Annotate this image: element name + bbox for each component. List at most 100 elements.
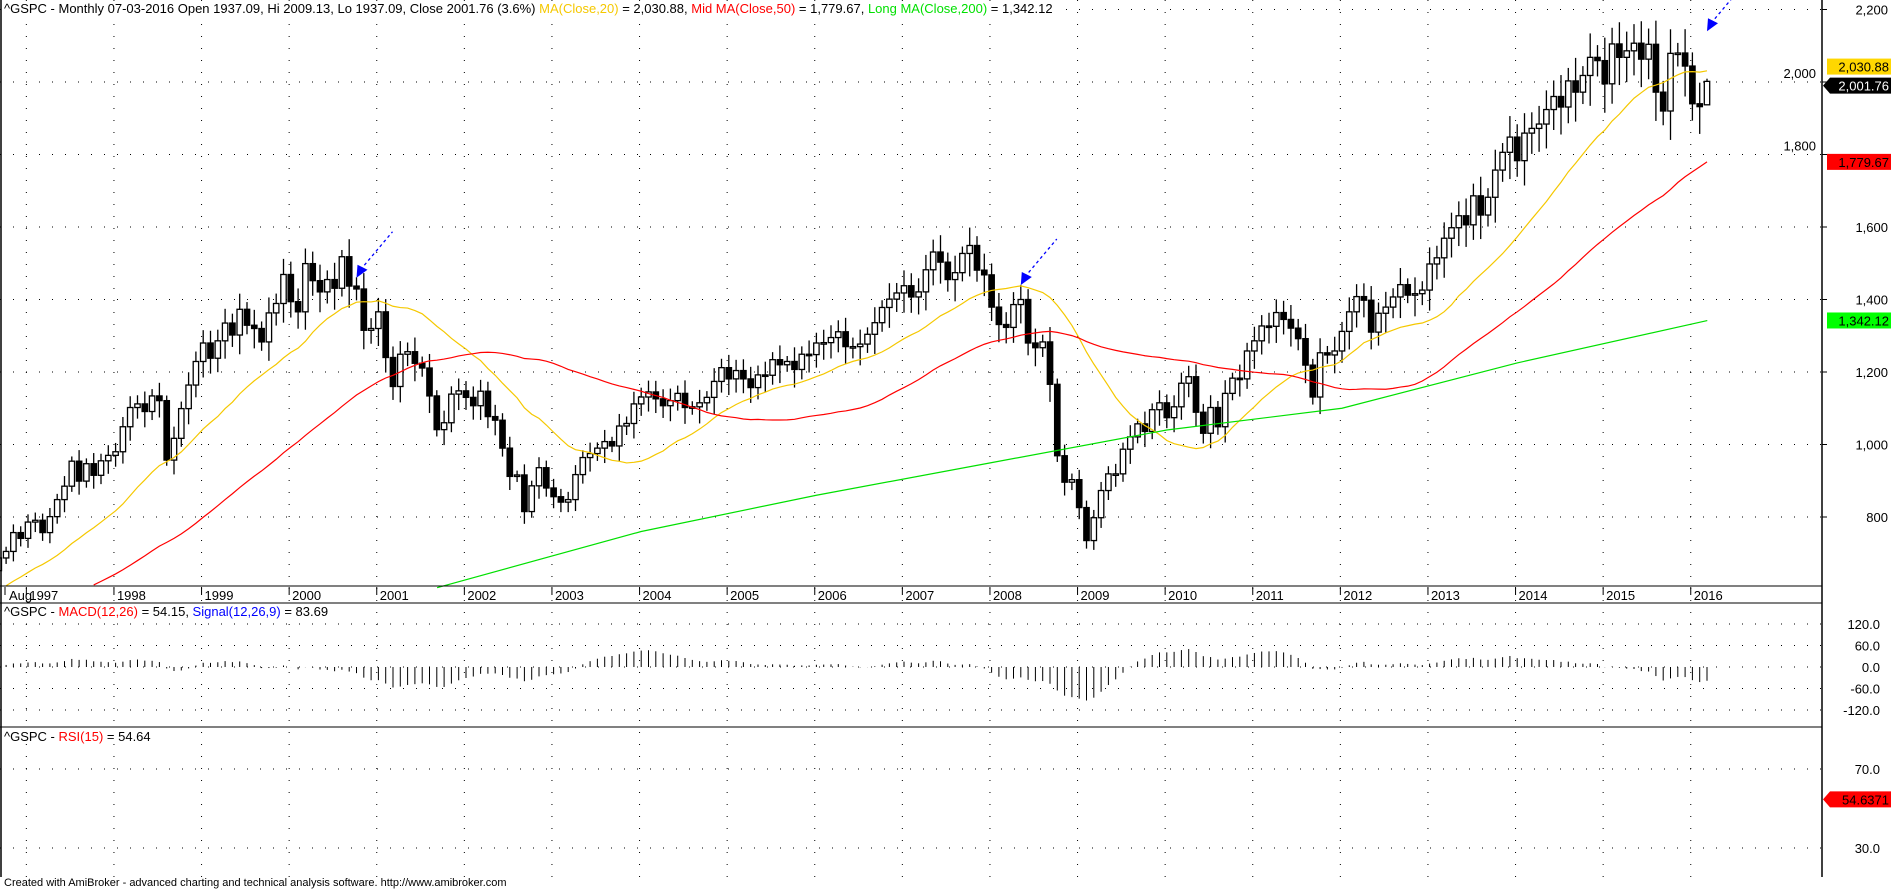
x-label-year: 2004 bbox=[643, 588, 672, 603]
candle bbox=[338, 249, 346, 297]
candle-body-up bbox=[119, 426, 127, 453]
candle bbox=[776, 345, 784, 384]
candle bbox=[302, 248, 309, 330]
candle-body-up bbox=[265, 312, 273, 343]
candle-body-up bbox=[929, 251, 937, 271]
candle bbox=[929, 239, 937, 286]
candle bbox=[1112, 463, 1120, 487]
candle bbox=[309, 251, 317, 296]
candle-body-down bbox=[316, 279, 324, 293]
candle bbox=[915, 278, 922, 315]
candle-body-up bbox=[696, 402, 703, 408]
candle bbox=[1477, 176, 1485, 240]
arrow-shaft bbox=[1710, 0, 1732, 24]
candle bbox=[973, 236, 981, 282]
candle bbox=[1696, 82, 1704, 134]
candle bbox=[272, 293, 280, 326]
candle bbox=[484, 381, 492, 429]
candle-body-down bbox=[1163, 402, 1171, 419]
candle bbox=[900, 270, 908, 313]
candle-body-up bbox=[886, 298, 893, 309]
candle bbox=[345, 239, 353, 308]
candle-body-up bbox=[24, 521, 32, 540]
candle-body-down bbox=[944, 261, 952, 281]
candle-body-up bbox=[404, 351, 411, 355]
candle bbox=[652, 380, 660, 414]
candle bbox=[732, 359, 740, 393]
candle bbox=[506, 436, 514, 491]
candle bbox=[659, 389, 667, 418]
candle bbox=[1360, 283, 1368, 318]
candle-body-up bbox=[594, 447, 601, 455]
candle bbox=[521, 464, 528, 524]
candle bbox=[1163, 394, 1171, 429]
candle bbox=[46, 507, 54, 544]
candle bbox=[1032, 328, 1039, 367]
candle bbox=[1433, 245, 1441, 280]
candle bbox=[1528, 112, 1536, 154]
candle bbox=[966, 227, 974, 277]
x-label-year: 2007 bbox=[905, 588, 934, 603]
candle bbox=[1017, 284, 1025, 324]
candle bbox=[1579, 66, 1587, 105]
value-tag-bg bbox=[1827, 58, 1891, 75]
ma20-label: MA(Close,20) bbox=[539, 1, 619, 16]
candle-body-up bbox=[1586, 56, 1594, 77]
rsi-pane-header: ^GSPC - RSI(15) = 54.64 bbox=[4, 729, 153, 744]
candle-body-up bbox=[856, 343, 864, 348]
candle-body-down bbox=[163, 399, 171, 461]
candle bbox=[258, 321, 265, 351]
candle-body-up bbox=[1345, 311, 1353, 333]
candle-body-up bbox=[1543, 108, 1550, 125]
candle-body-up bbox=[827, 336, 835, 344]
candle bbox=[17, 526, 25, 547]
candle bbox=[1075, 469, 1083, 520]
candle-body-up bbox=[1185, 376, 1193, 384]
candle-body-down bbox=[90, 463, 98, 476]
x-label-year: 2006 bbox=[818, 588, 847, 603]
candle-body-up bbox=[440, 422, 448, 431]
value-tag-bg bbox=[1827, 153, 1891, 170]
candle bbox=[645, 380, 652, 412]
candle bbox=[440, 410, 448, 446]
candle bbox=[1265, 312, 1273, 344]
candle-body-down bbox=[411, 351, 419, 364]
candle-body-down bbox=[1572, 80, 1579, 93]
candle-body-up bbox=[1105, 473, 1112, 492]
x-label-year: 2010 bbox=[1168, 588, 1197, 603]
price-pane[interactable] bbox=[0, 0, 1743, 589]
ma200-value: = 1,342.12 bbox=[987, 1, 1053, 16]
candle-body-up bbox=[1674, 52, 1682, 56]
candle-body-up bbox=[1630, 42, 1638, 52]
candle-body-up bbox=[1411, 293, 1419, 296]
candle-body-up bbox=[46, 515, 54, 534]
candle bbox=[1141, 411, 1149, 448]
candle bbox=[1572, 57, 1579, 122]
candle bbox=[1214, 401, 1222, 435]
candle-body-up bbox=[1097, 489, 1105, 519]
candle bbox=[1375, 302, 1382, 346]
candle-body-down bbox=[1032, 342, 1039, 349]
candle-body-down bbox=[805, 353, 813, 357]
candle bbox=[1316, 338, 1324, 415]
candle bbox=[1703, 78, 1711, 106]
candle-body-up bbox=[272, 302, 280, 314]
candle-body-up bbox=[813, 342, 820, 356]
candle-body-down bbox=[207, 342, 214, 359]
candle-body-up bbox=[1382, 306, 1390, 314]
macd-symbol: ^GSPC - bbox=[4, 604, 59, 619]
candle-body-down bbox=[426, 367, 433, 397]
candle-body-up bbox=[1229, 377, 1236, 395]
ma200-line bbox=[436, 319, 1708, 589]
macd-pane[interactable] bbox=[0, 649, 1708, 701]
candle bbox=[907, 273, 915, 313]
candle-body-up bbox=[1528, 127, 1536, 134]
candle bbox=[1353, 284, 1360, 328]
candle-body-up bbox=[104, 454, 112, 462]
rsi-value-tag: 54.6371 bbox=[1823, 791, 1891, 808]
candle-body-down bbox=[1002, 323, 1010, 329]
candle-body-down bbox=[1324, 352, 1331, 356]
candle bbox=[331, 262, 338, 310]
candle-body-up bbox=[214, 340, 222, 359]
candle bbox=[1046, 327, 1054, 402]
